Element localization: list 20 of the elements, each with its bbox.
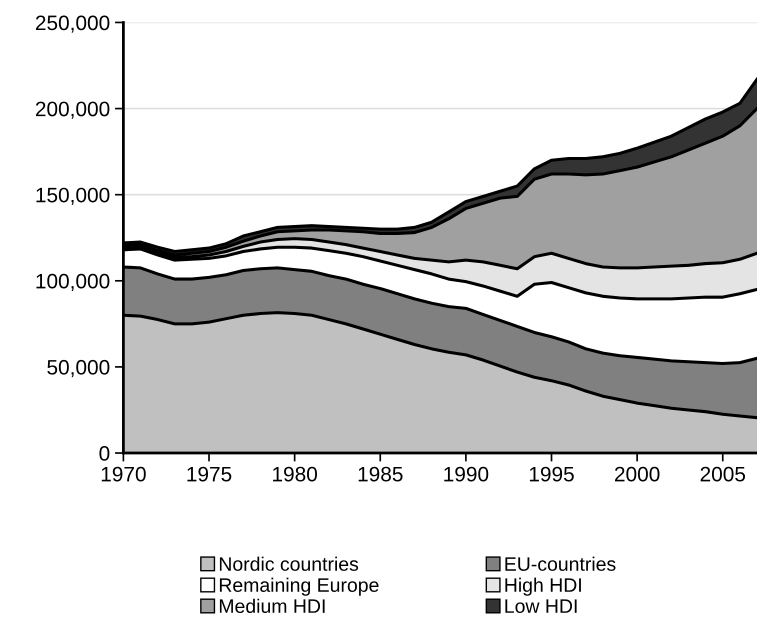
y-tick-label: 150,000: [36, 188, 110, 205]
y-tick-label: 50,000: [47, 360, 110, 378]
legend-label: Nordic countries: [220, 556, 358, 571]
y-tick-label: 100,000: [36, 274, 110, 292]
y-tick-label: 250,000: [36, 15, 110, 33]
x-tick-label: 1970: [102, 466, 146, 482]
legend-label: Low HDI: [505, 599, 577, 614]
x-tick-label: 2005: [700, 466, 746, 482]
x-tick-label: 2000: [615, 466, 660, 482]
x-tick-label: 1990: [444, 466, 488, 482]
legend-label: High HDI: [505, 578, 581, 596]
y-tick-label: 200,000: [36, 102, 110, 119]
x-tick-label: 1980: [273, 466, 317, 482]
x-tick-label: 1985: [358, 466, 403, 482]
y-tick-label: 0: [99, 446, 110, 461]
x-tick-label: 1995: [530, 466, 574, 482]
legend-label: Medium HDI: [220, 598, 325, 614]
legend-label: EU-countries: [505, 556, 616, 571]
x-tick-label: 1975: [187, 466, 232, 482]
legend-label: Remaining Europe: [220, 578, 379, 596]
